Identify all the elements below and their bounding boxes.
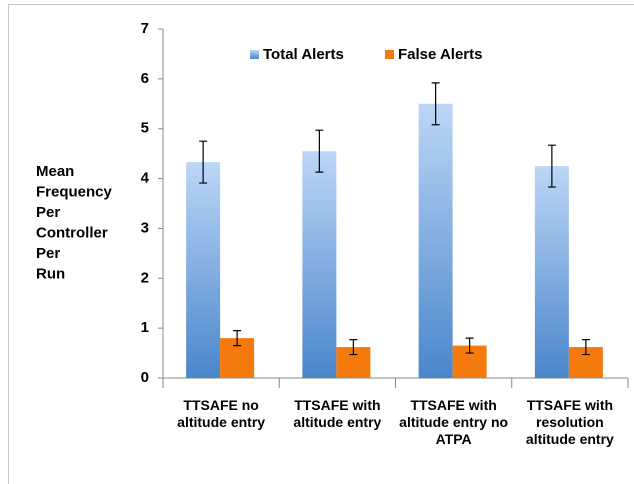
y-axis-label: Per <box>36 245 60 262</box>
bar <box>534 166 569 378</box>
error-bar <box>431 82 440 126</box>
y-axis-label: Mean <box>36 163 74 180</box>
frame <box>8 4 634 484</box>
y-tick-label: 7 <box>141 20 149 37</box>
y-axis-label: Run <box>36 265 65 282</box>
bar <box>302 151 337 378</box>
x-tick-label: TTSAFE with resolution altitude entry <box>525 397 614 447</box>
legend-swatch <box>385 50 394 59</box>
y-tick-label: 6 <box>141 70 149 87</box>
error-bar <box>233 330 242 347</box>
y-tick-label: 4 <box>141 170 150 187</box>
y-axis-label: Per <box>36 204 60 221</box>
legend-label: Total Alerts <box>263 46 344 63</box>
x-tick-label: TTSAFE no altitude entry <box>177 397 266 430</box>
legend-swatch <box>250 50 259 59</box>
error-bar <box>349 339 358 356</box>
y-axis-label: Controller <box>36 224 108 241</box>
error-bar <box>199 140 208 184</box>
y-tick-label: 0 <box>141 369 149 386</box>
y-tick-label: 5 <box>141 120 149 137</box>
y-axis-label: Frequency <box>36 183 113 200</box>
y-tick-label: 1 <box>141 319 149 336</box>
y-tick-label: 2 <box>141 269 149 286</box>
x-tick-label: TTSAFE with altitude entry no ATPA <box>399 397 509 447</box>
legend-label: False Alerts <box>398 46 483 63</box>
bar <box>186 162 221 378</box>
error-bar <box>465 337 474 354</box>
error-bar <box>315 129 324 173</box>
bar <box>418 103 453 379</box>
error-bar <box>581 339 590 356</box>
error-bar <box>547 144 556 188</box>
y-tick-label: 3 <box>141 219 149 236</box>
x-tick-label: TTSAFE with altitude entry <box>293 397 382 430</box>
